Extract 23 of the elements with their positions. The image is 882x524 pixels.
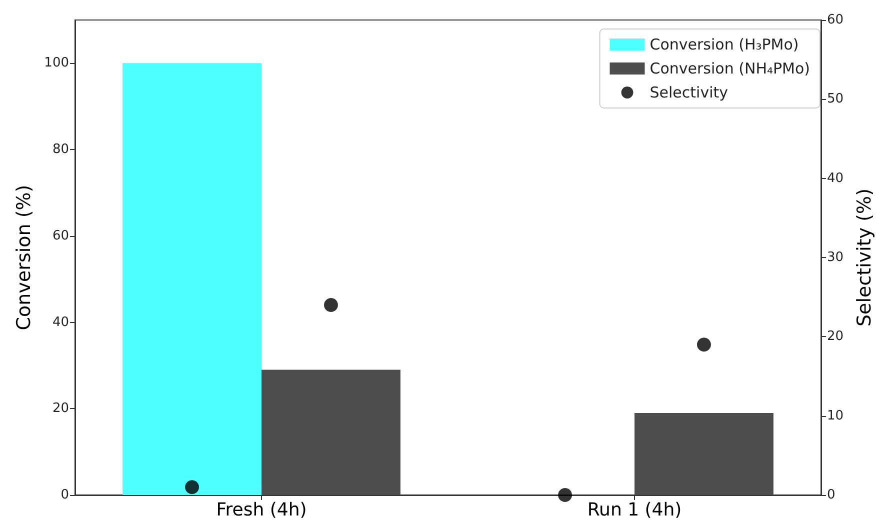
- legend-label: Conversion (H₃PMo): [650, 36, 799, 54]
- y-tick-label: 20: [52, 401, 69, 416]
- y-tick-label: 100: [44, 56, 69, 71]
- bar: [634, 412, 774, 495]
- legend-label: Conversion (NH₄PMo): [650, 60, 810, 78]
- y2-tick-label: 30: [827, 250, 844, 265]
- x-tick-label: Run 1 (4h): [587, 500, 682, 520]
- bar: [122, 63, 262, 495]
- y2-tick-label: 40: [827, 170, 844, 186]
- y2-axis-title: Selectivity (%): [854, 188, 876, 327]
- y-tick-label: 60: [52, 228, 69, 244]
- y-tick-label: 80: [52, 142, 69, 158]
- y-tick-label: 40: [52, 314, 69, 330]
- bar: [262, 370, 400, 495]
- y2-tick-label: 10: [827, 408, 844, 424]
- legend-label: Selectivity: [650, 84, 728, 102]
- x-tick-label: Fresh (4h): [216, 500, 307, 520]
- y-tick-label: 0: [60, 488, 69, 502]
- y-axis-title: Conversion (%): [12, 184, 35, 330]
- y2-tick-label: 60: [827, 12, 844, 28]
- y2-tick-label: 50: [827, 92, 844, 107]
- y2-tick-label: 0: [827, 488, 836, 502]
- y2-tick-label: 20: [827, 329, 844, 344]
